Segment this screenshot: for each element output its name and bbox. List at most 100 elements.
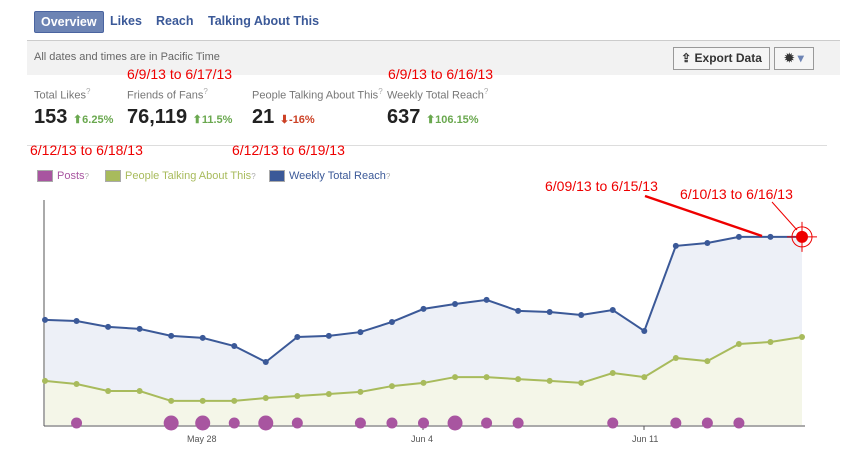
arrow-up-icon: ⬆ <box>425 114 436 126</box>
post-dot <box>607 417 619 429</box>
reach-point <box>325 332 332 339</box>
post-dot <box>354 417 366 429</box>
annotation-line <box>771 201 798 231</box>
reach-point <box>357 329 364 336</box>
annotation-line <box>644 194 763 238</box>
reach-point <box>578 311 585 318</box>
reach-point <box>515 307 522 314</box>
talking-point <box>483 374 490 381</box>
post-dot <box>163 415 179 431</box>
metric-label: People Talking About This? <box>252 87 383 102</box>
metric-total-likes: 153 ⬆6.25% <box>34 106 114 128</box>
talking-point <box>641 374 648 381</box>
reach-point <box>199 334 206 341</box>
talking-point <box>515 376 522 383</box>
reach-point <box>641 327 648 334</box>
post-dot <box>447 415 463 431</box>
metric-label: Total Likes? <box>34 87 91 102</box>
talking-point <box>609 370 616 377</box>
post-dot <box>71 417 83 429</box>
post-dot <box>512 417 524 429</box>
annotation: 6/9/13 to 6/17/13 <box>127 66 233 82</box>
reach-point <box>420 305 427 312</box>
talking-point <box>231 397 238 404</box>
chevron-down-icon: ▾ <box>797 51 804 65</box>
reach-point <box>546 309 553 316</box>
talking-point <box>420 379 427 386</box>
post-dot <box>258 415 274 431</box>
reach-point <box>231 343 238 350</box>
reach-point <box>294 334 301 341</box>
talking-point <box>799 334 805 341</box>
legend-reach[interactable]: Weekly Total Reach? <box>269 170 390 182</box>
talking-point <box>294 392 301 399</box>
talking-point <box>735 341 742 347</box>
arrow-down-icon: ⬇ <box>279 114 290 126</box>
post-dot <box>670 417 682 429</box>
tab-reach[interactable]: Reach <box>156 14 194 28</box>
talking-point <box>199 397 206 404</box>
metric-talking-about: 21 ⬇-16% <box>252 106 315 128</box>
annotation: 6/12/13 to 6/18/13 <box>30 142 143 158</box>
arrow-up-icon: ⬆ <box>192 114 202 126</box>
tab-talking-about-this[interactable]: Talking About This <box>208 14 320 28</box>
talking-point <box>168 397 175 404</box>
reach-point <box>452 300 459 307</box>
talking-point <box>105 388 112 395</box>
x-tick: Jun 4 <box>411 434 434 444</box>
post-dot <box>195 415 211 431</box>
annotation: 6/09/13 to 6/15/13 <box>545 178 658 194</box>
reach-point <box>105 323 112 330</box>
metric-friends-of-fans: 76,119 ⬆11.5% <box>127 106 233 128</box>
annotation: 6/10/13 to 6/16/13 <box>680 186 793 202</box>
talking-point <box>42 377 48 384</box>
talking-point <box>388 383 395 390</box>
talking-point <box>578 379 585 386</box>
tab-overview[interactable]: Overview <box>34 11 104 33</box>
divider <box>27 145 827 146</box>
x-tick: Jun 11 <box>632 434 659 444</box>
reach-point <box>42 316 48 323</box>
talking-point <box>262 395 269 401</box>
timezone-note: All dates and times are in Pacific Time <box>34 51 220 63</box>
talking-point <box>546 377 553 384</box>
post-dot <box>291 417 303 429</box>
talking-point <box>704 358 711 365</box>
annotation: 6/12/13 to 6/19/13 <box>232 142 345 158</box>
talking-point <box>73 381 80 388</box>
export-data-button[interactable]: ⇪ Export Data <box>673 47 770 70</box>
tab-likes[interactable]: Likes <box>110 14 142 28</box>
legend-posts[interactable]: Posts? <box>37 170 89 182</box>
x-tick: May 28 <box>187 434 217 444</box>
metric-label: Friends of Fans? <box>127 87 208 102</box>
talking-point <box>452 374 459 381</box>
reach-point <box>672 242 679 249</box>
upload-icon: ⇪ <box>681 51 695 65</box>
reach-point <box>609 307 616 314</box>
talking-point <box>325 390 332 397</box>
talking-point <box>357 388 364 395</box>
post-dot <box>228 417 240 429</box>
talking-point <box>767 338 774 345</box>
metric-weekly-reach: 637 ⬆106.15% <box>387 106 479 128</box>
reach-point <box>735 233 742 240</box>
post-dot <box>701 417 713 429</box>
reach-point <box>73 318 80 325</box>
reach-point <box>767 233 774 240</box>
reach-point <box>388 318 395 325</box>
talking-point <box>136 388 143 395</box>
gear-icon: ✹ <box>784 51 795 65</box>
reach-point <box>483 296 490 303</box>
reach-point <box>704 239 711 246</box>
metric-label: Weekly Total Reach? <box>387 87 489 102</box>
legend-talking[interactable]: People Talking About This? <box>105 170 256 182</box>
post-dot <box>418 417 429 429</box>
reach-point <box>136 325 143 332</box>
settings-dropdown[interactable]: ✹ ▾ <box>774 47 814 70</box>
post-dot <box>733 417 745 429</box>
post-dot <box>386 417 398 429</box>
post-dot <box>481 417 493 429</box>
arrow-up-icon: ⬆ <box>72 114 83 126</box>
reach-point <box>168 332 175 339</box>
